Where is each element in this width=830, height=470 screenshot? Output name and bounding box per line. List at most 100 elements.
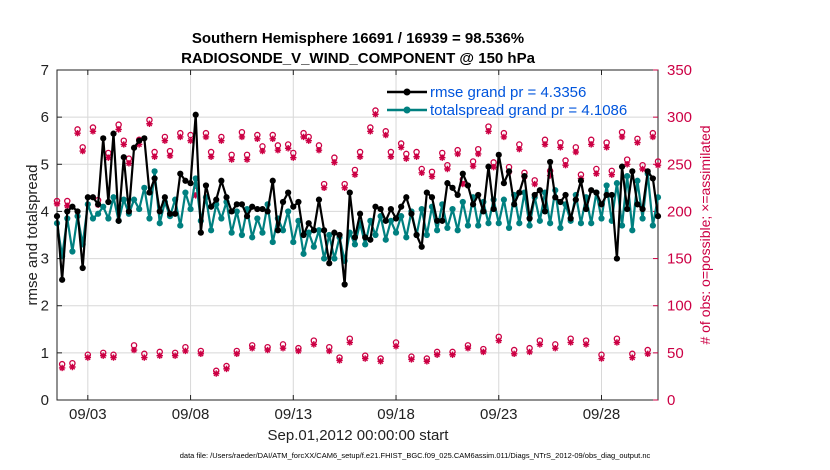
- rmse-point: [572, 196, 579, 203]
- rmse-point: [290, 203, 297, 210]
- y-right-tick-label: 200: [667, 203, 692, 220]
- rmse-point: [254, 205, 261, 213]
- totalspread-point: [367, 217, 374, 224]
- obs-assimilated-point: [58, 364, 66, 372]
- totalspread-point: [613, 180, 621, 187]
- rmse-point: [141, 135, 148, 142]
- x-tick-label: 09/13: [275, 406, 313, 423]
- totalspread-point: [547, 220, 554, 227]
- totalspread-point: [639, 215, 646, 222]
- obs-assimilated-point: [320, 184, 328, 192]
- obs-assimilated-point: [418, 169, 425, 176]
- obs-assimilated-point: [526, 348, 533, 356]
- obs-assimilated-point: [161, 137, 169, 144]
- rmse-point: [639, 205, 646, 213]
- rmse-point: [351, 234, 359, 241]
- obs-assimilated-point: [310, 341, 318, 348]
- totalspread-point: [485, 220, 492, 227]
- totalspread-point: [233, 208, 240, 215]
- rmse-point: [444, 180, 451, 187]
- rmse-point: [166, 210, 174, 217]
- rmse-point: [233, 201, 240, 208]
- rmse-point: [644, 168, 651, 175]
- rmse-point: [218, 177, 225, 184]
- rmse-point: [434, 217, 441, 224]
- rmse-point: [413, 231, 420, 239]
- totalspread-point: [94, 210, 102, 217]
- totalspread-point: [182, 189, 189, 196]
- rmse-point: [495, 151, 502, 158]
- y-right-tick-label: 350: [667, 62, 692, 79]
- obs-assimilated-point: [516, 146, 523, 153]
- obs-assimilated-point: [213, 370, 220, 377]
- rmse-point: [125, 208, 133, 215]
- rmse-point: [74, 208, 81, 215]
- rmse-point: [593, 189, 600, 196]
- rmse-point: [588, 187, 595, 194]
- obs-assimilated-point: [629, 354, 636, 361]
- rmse-point: [398, 203, 405, 210]
- obs-assimilated-point: [397, 144, 405, 151]
- totalspread-point: [69, 248, 76, 255]
- totalspread-point: [418, 205, 425, 213]
- obs-assimilated-point: [541, 141, 549, 148]
- obs-assimilated-point: [639, 165, 646, 173]
- totalspread-point: [326, 231, 333, 239]
- obs-assimilated-point: [187, 137, 194, 144]
- totalspread-point: [362, 241, 369, 248]
- rmse-point: [274, 227, 281, 234]
- obs-assimilated-point: [120, 141, 127, 148]
- obs-assimilated-point: [305, 137, 312, 144]
- obs-assimilated-point: [382, 131, 389, 139]
- rmse-point: [100, 135, 107, 142]
- rmse-point: [279, 198, 287, 206]
- totalspread-point: [331, 255, 338, 262]
- rmse-point: [454, 191, 461, 199]
- obs-assimilated-point: [346, 339, 353, 346]
- obs-assimilated-point: [89, 128, 97, 135]
- rmse-point: [177, 170, 184, 177]
- rmse-point: [439, 217, 446, 224]
- obs-assimilated-point: [423, 358, 431, 365]
- totalspread-point: [146, 215, 153, 222]
- totalspread-point: [151, 168, 158, 175]
- right-axis-ticks: 0 50 100 150 200 250 300 350: [653, 62, 692, 409]
- rmse-point: [269, 177, 276, 184]
- obs-assimilated-point: [613, 339, 621, 346]
- rmse-point: [557, 198, 564, 206]
- totalspread-point: [403, 234, 410, 241]
- rmse-point: [223, 194, 230, 201]
- totalspread-point: [454, 227, 461, 234]
- rmse-point: [634, 201, 641, 208]
- rmse-point: [182, 177, 189, 184]
- legend-spread-marker: [403, 106, 411, 114]
- rmse-point: [475, 191, 482, 199]
- obs-assimilated-point: [295, 347, 302, 355]
- rmse-point: [331, 229, 338, 236]
- chart-title-line2: RADIOSONDE_V_WIND_COMPONENT @ 150 hPa: [181, 50, 536, 67]
- rmse-point: [547, 158, 554, 166]
- rmse-point: [500, 180, 507, 187]
- obs-assimilated-point: [202, 133, 210, 141]
- y-left-tick-label: 5: [41, 156, 49, 173]
- x-tick-label: 09/08: [172, 406, 210, 423]
- obs-assimilated-point: [248, 344, 256, 352]
- rmse-point: [459, 170, 466, 177]
- x-axis-label: Sep.01,2012 00:00:00 start: [268, 427, 450, 444]
- obs-assimilated-point: [110, 354, 117, 361]
- rmse-point: [105, 198, 112, 206]
- totalspread-point: [156, 220, 163, 227]
- obs-assimilated-point: [259, 147, 266, 155]
- obs-assimilated-point: [64, 202, 71, 209]
- totalspread-point: [100, 203, 107, 210]
- obs-assimilated-point: [192, 192, 199, 199]
- obs-assimilated-point: [562, 162, 569, 169]
- obs-assimilated-point: [74, 129, 81, 137]
- obs-assimilated-point: [243, 156, 251, 163]
- obs-assimilated-point: [480, 348, 487, 356]
- totalspread-point: [618, 222, 626, 229]
- obs-assimilated-point: [572, 148, 580, 156]
- rmse-point: [521, 172, 528, 180]
- rmse-point: [264, 208, 271, 215]
